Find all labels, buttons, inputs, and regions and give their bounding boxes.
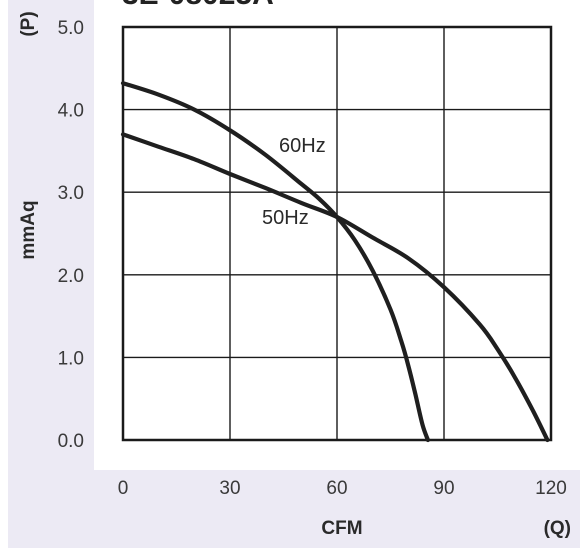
y-axis-unit: (P) [18,11,39,36]
series-label-50hz: 50Hz [262,207,309,229]
y-tick-label: 3.0 [58,183,84,204]
series-label-60hz: 60Hz [279,135,326,157]
series-line-60hz [120,81,430,443]
x-tick-label: 60 [326,478,347,499]
x-axis-unit: (Q) [544,518,571,539]
tick-labels: 0 30 60 90 120 0.0 1.0 2.0 3.0 4.0 5.0 [58,18,567,499]
y-axis-title: mmAq [18,200,39,259]
chart-title: 3E-08025A [122,0,274,11]
series-line-50hz [120,132,550,443]
y-tick-label: 2.0 [58,266,84,287]
grid-lines [123,27,551,440]
x-tick-label: 30 [219,478,240,499]
plot-border [121,25,553,442]
frame-left-band [8,0,94,548]
y-tick-label: 5.0 [58,18,84,39]
y-tick-label: 0.0 [58,431,84,452]
x-axis-title: CFM [321,518,362,539]
series-layer [120,81,550,443]
frame-bottom-band [8,470,580,548]
x-tick-label: 120 [535,478,567,499]
y-tick-label: 4.0 [58,101,84,122]
x-tick-label: 0 [118,478,129,499]
x-tick-label: 90 [433,478,454,499]
y-tick-label: 1.0 [58,348,84,369]
